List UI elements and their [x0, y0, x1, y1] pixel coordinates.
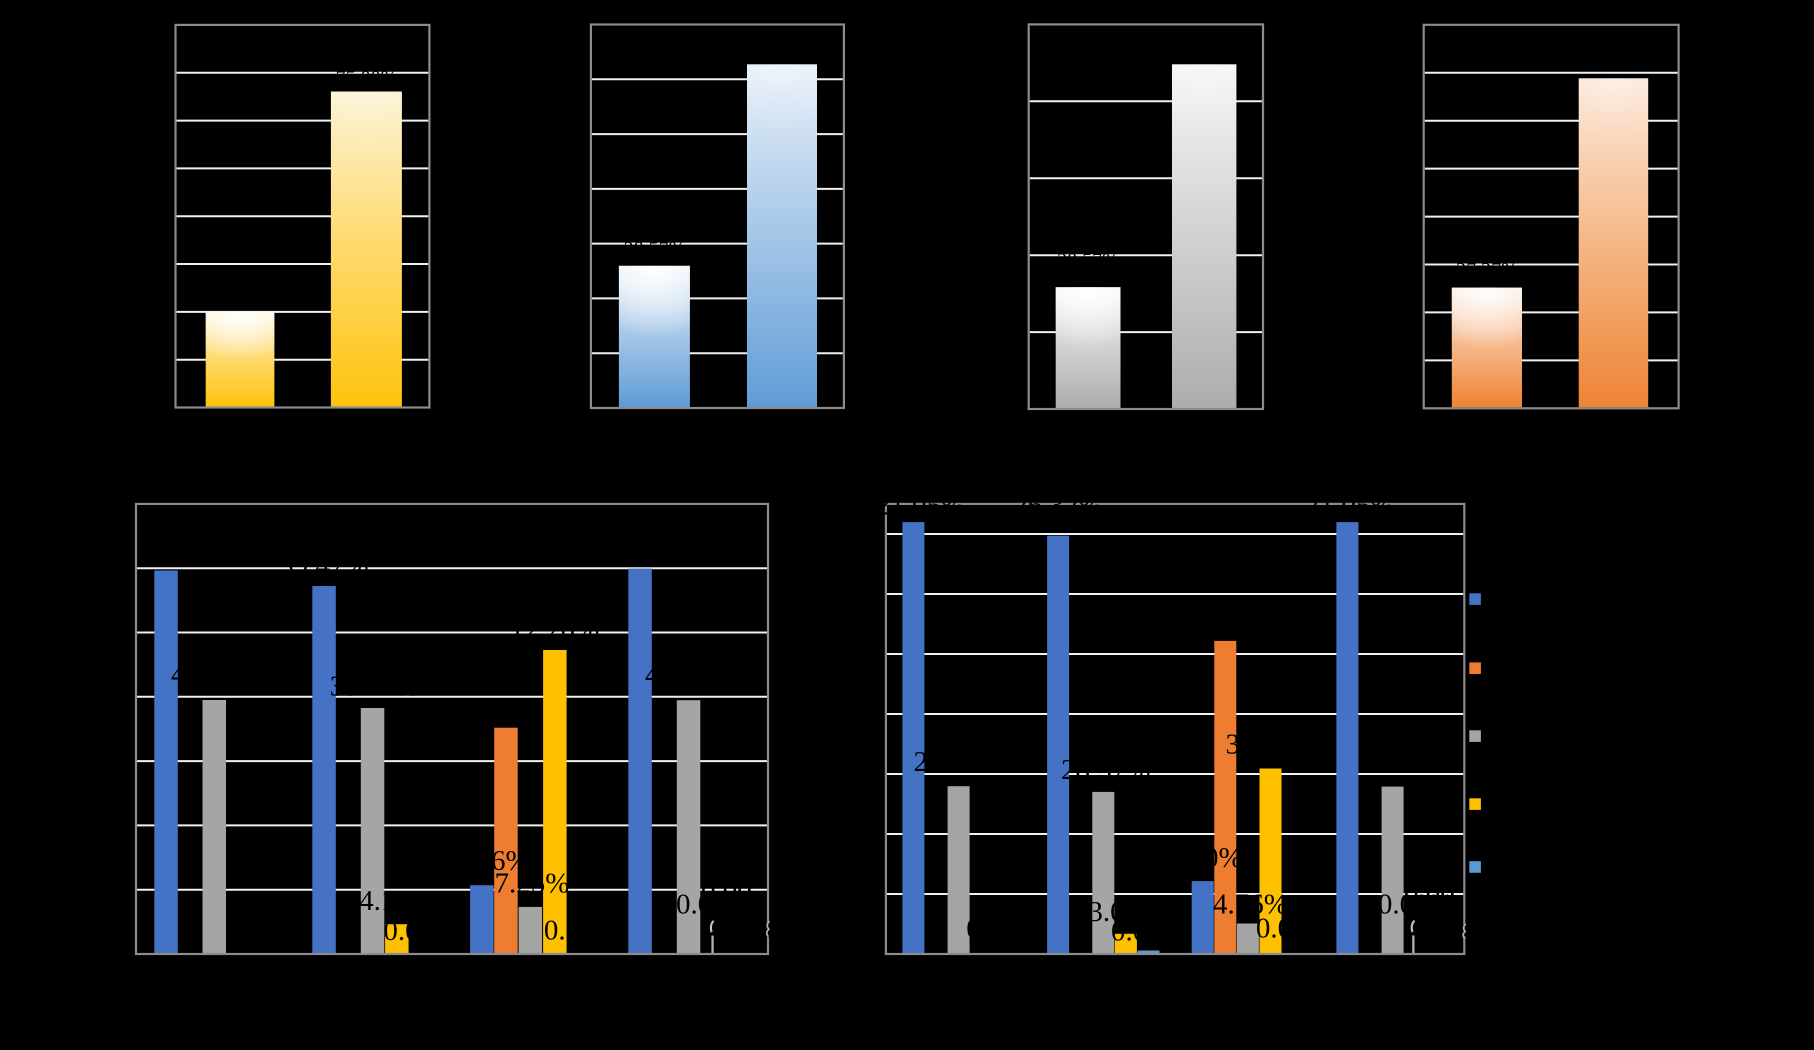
svg-text:21.05%: 21.05%	[876, 490, 965, 522]
svg-text:0.00%: 0.00%	[1111, 915, 1186, 947]
svg-text:39.47%: 39.47%	[279, 550, 368, 582]
svg-text:26.32%: 26.32%	[1013, 490, 1102, 522]
svg-text:0.00%: 0.00%	[1378, 889, 1453, 921]
svg-text:28.57%: 28.57%	[624, 238, 686, 260]
svg-text:30.00%: 30.00%	[1226, 729, 1315, 761]
svg-text:0.00%: 0.00%	[676, 888, 751, 920]
svg-text:44.74%: 44.74%	[171, 659, 260, 691]
svg-text:7.25%: 7.25%	[495, 868, 570, 900]
svg-text:44.74%: 44.74%	[645, 659, 734, 691]
svg-text:75.00%: 75.00%	[336, 67, 398, 89]
svg-text:38.24%: 38.24%	[330, 671, 419, 703]
svg-text:21.05%: 21.05%	[1305, 490, 1394, 522]
svg-text:0.00%: 0.00%	[1256, 912, 1331, 944]
svg-text:0.00%: 0.00%	[966, 913, 1041, 945]
svg-text:21.05%: 21.05%	[914, 746, 1003, 778]
svg-text:4.76%: 4.76%	[455, 845, 530, 877]
svg-text:0.00%: 0.00%	[544, 914, 619, 946]
svg-text:28.57%: 28.57%	[1061, 754, 1150, 786]
svg-text:20.00%: 20.00%	[1153, 842, 1242, 874]
svg-text:3.03%: 3.03%	[1088, 896, 1163, 928]
svg-text:0.00%: 0.00%	[383, 915, 458, 947]
svg-text:4.17%: 4.17%	[359, 885, 434, 917]
svg-text:12.20%: 12.20%	[510, 614, 599, 646]
svg-text:0.00: 0.00	[701, 874, 752, 906]
svg-text:4.76%: 4.76%	[1213, 888, 1288, 920]
svg-text:27.27%: 27.27%	[1456, 259, 1518, 281]
svg-text:28.57%: 28.57%	[1057, 250, 1119, 272]
svg-text:0.00: 0.00	[1404, 879, 1455, 911]
